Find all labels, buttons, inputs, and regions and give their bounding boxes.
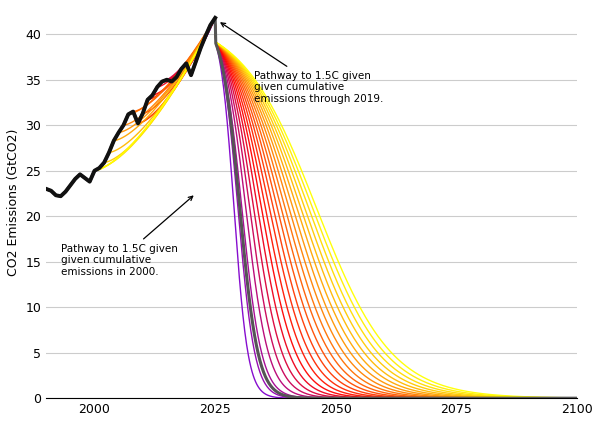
Y-axis label: CO2 Emissions (GtCO2): CO2 Emissions (GtCO2) (7, 129, 20, 276)
Text: Pathway to 1.5C given
given cumulative
emissions in 2000.: Pathway to 1.5C given given cumulative e… (61, 196, 193, 277)
Text: Pathway to 1.5C given
given cumulative
emissions through 2019.: Pathway to 1.5C given given cumulative e… (221, 23, 383, 104)
